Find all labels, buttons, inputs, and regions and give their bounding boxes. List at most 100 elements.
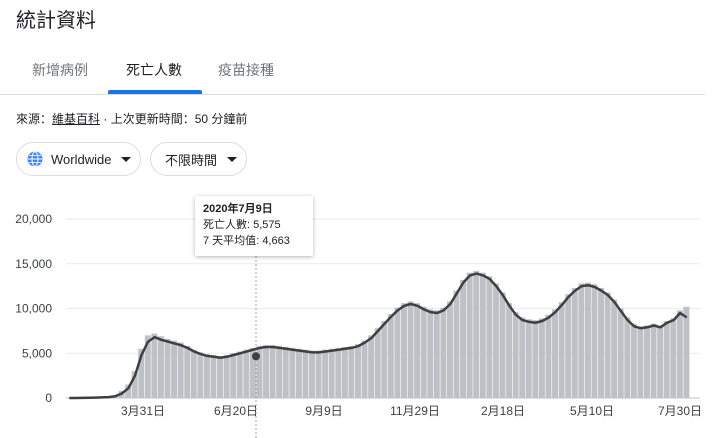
source-line: 來源：維基百科 · 上次更新時間：50 分鐘前 [16, 110, 247, 127]
bar [355, 344, 361, 398]
bar [440, 307, 447, 398]
bar [341, 346, 348, 398]
bar [644, 325, 650, 398]
y-tick-label: 15,000 [15, 257, 52, 271]
bar [545, 314, 552, 398]
tab-vaccinations[interactable]: 疫苗接種 [218, 62, 274, 78]
bar [506, 303, 513, 398]
period-filter-label: 不限時間 [165, 152, 218, 168]
bar [565, 294, 572, 398]
bar [657, 325, 664, 398]
bar [663, 321, 670, 398]
bar [203, 354, 210, 398]
bar [322, 349, 329, 398]
tooltip-average: 7 天平均值: 4,663 [203, 235, 290, 247]
bar [433, 310, 440, 398]
bar [630, 323, 637, 398]
period-filter[interactable]: 不限時間 [150, 142, 247, 176]
bar [486, 276, 493, 398]
chevron-down-icon [227, 156, 238, 162]
bar [519, 317, 526, 398]
bar [400, 303, 407, 398]
y-tick-label: 10,000 [15, 302, 52, 316]
x-tick-label: 11月29日 [390, 404, 440, 418]
y-tick-label: 20,000 [15, 212, 52, 226]
x-tick-label: 2月18日 [481, 404, 525, 418]
bar [460, 279, 467, 398]
average-line [69, 272, 688, 400]
y-tick-label: 5,000 [22, 346, 52, 360]
source-prefix: 來源： [16, 112, 53, 126]
bar [151, 333, 158, 398]
active-tab-indicator [108, 90, 202, 94]
bar [223, 355, 230, 398]
bar [374, 328, 381, 398]
x-tick-label: 7月30日 [658, 404, 702, 418]
x-tick-label: 5月10日 [570, 404, 614, 418]
bar [387, 313, 394, 398]
chart-tooltip: 2020年7月9日 死亡人數: 5,575 7 天平均值: 4,663 [195, 196, 313, 256]
bar [420, 306, 427, 398]
source-separator: · [100, 112, 111, 126]
page-title: 統計資料 [16, 10, 96, 32]
tooltip-deaths: 死亡人數: 5,575 [203, 219, 281, 231]
bar [210, 355, 217, 398]
bar [177, 342, 184, 398]
tab-deaths[interactable]: 死亡人數 [126, 62, 182, 78]
bar [335, 347, 342, 398]
bar [131, 371, 138, 398]
region-filter[interactable]: Worldwide [16, 142, 141, 176]
region-filter-label: Worldwide [51, 151, 112, 167]
bar [525, 319, 532, 398]
bar [683, 306, 690, 398]
bar [512, 312, 519, 398]
bar [125, 384, 132, 398]
bar [348, 346, 355, 398]
bar [289, 347, 296, 398]
bar [144, 335, 151, 398]
globe-icon [27, 151, 43, 167]
bar [427, 309, 434, 398]
bar [171, 340, 178, 398]
bar [361, 340, 368, 398]
deaths-chart[interactable]: 0 5,000 10,000 15,000 20,000 3月31日 6月20日 9月9日 11… [0, 190, 720, 438]
tab-bar: 新增病例 死亡人數 疫苗接種 [0, 48, 705, 95]
y-tick-label: 0 [45, 391, 52, 405]
bar [453, 290, 460, 398]
bar [368, 335, 375, 398]
bar [256, 346, 263, 398]
bar [217, 355, 224, 398]
bar [184, 346, 191, 398]
bar [249, 347, 256, 398]
source-link[interactable]: 維基百科 [52, 112, 101, 126]
bar [282, 346, 289, 398]
bar [473, 270, 480, 398]
bar [538, 318, 545, 398]
bar [492, 283, 499, 398]
bar [328, 348, 335, 398]
bar [532, 320, 539, 398]
bar [617, 308, 624, 398]
bar [499, 292, 506, 398]
bar [138, 348, 145, 398]
bar [584, 282, 591, 398]
bar [197, 352, 204, 398]
bar [598, 287, 605, 398]
bar [407, 301, 414, 398]
bar [276, 346, 283, 398]
highlight-point [252, 352, 260, 361]
bar [670, 318, 677, 398]
bar [479, 272, 486, 398]
bar [230, 353, 237, 398]
bar [381, 321, 388, 398]
bar [676, 310, 683, 398]
bar [571, 287, 578, 398]
bar [164, 338, 171, 398]
x-tick-label: 9月9日 [305, 404, 342, 418]
tab-new-cases[interactable]: 新增病例 [32, 62, 88, 78]
tooltip-date: 2020年7月9日 [203, 203, 273, 215]
updated-time: 上次更新時間：50 分鐘前 [110, 112, 248, 126]
bar [558, 302, 565, 398]
bar [236, 351, 243, 398]
bar [394, 307, 401, 398]
